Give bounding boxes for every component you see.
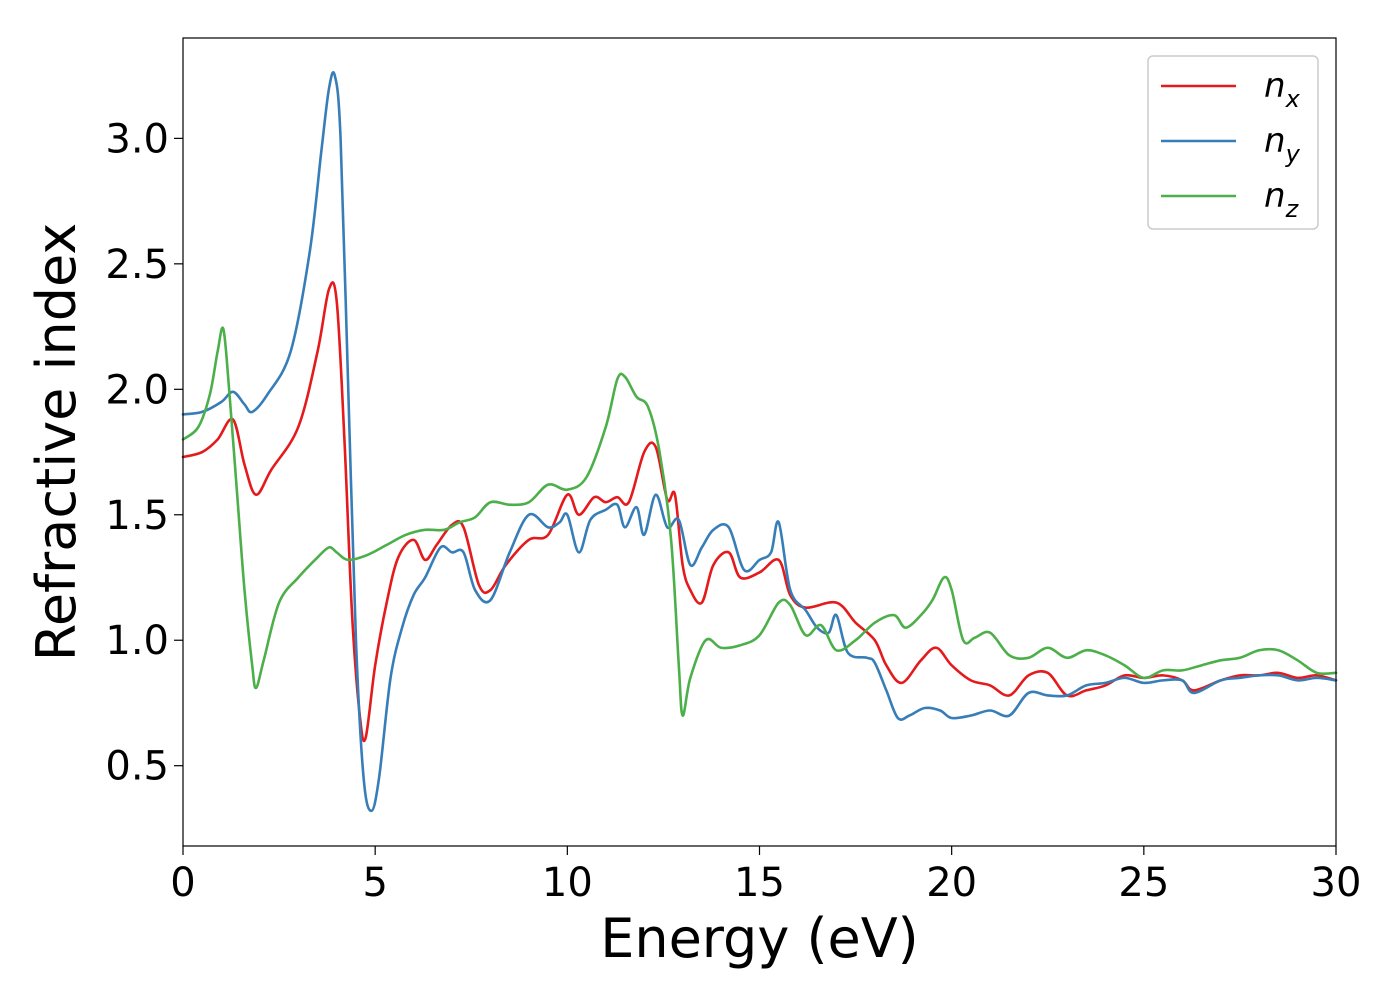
plot-lines: [181, 71, 1338, 813]
x-tick-label: 10: [542, 860, 593, 906]
x-tick-label: 15: [734, 860, 785, 906]
y-tick-label: 1.0: [105, 618, 169, 664]
x-tick-label: 5: [362, 860, 387, 906]
y-tick-label: 0.5: [105, 744, 169, 790]
x-tick-label: 20: [926, 860, 977, 906]
x-axis-ticks: 0 5 10 15 20 25 30: [170, 846, 1361, 906]
x-tick-label: 30: [1311, 860, 1362, 906]
y-tick-label: 3.0: [105, 116, 169, 162]
y-tick-label: 1.5: [105, 493, 169, 539]
series-line-y: [181, 71, 1338, 813]
legend-frame: [1147, 55, 1319, 230]
y-tick-label: 2.5: [105, 242, 169, 288]
x-axis-title: Energy (eV): [600, 907, 919, 970]
x-tick-label: 0: [170, 860, 195, 906]
x-tick-label: 25: [1118, 860, 1169, 906]
series-line-z: [181, 326, 1338, 717]
y-tick-label: 2.0: [105, 367, 169, 413]
y-axis-ticks: 0.5 1.0 1.5 2.0 2.5 3.0: [105, 116, 183, 790]
y-axis-title: Refractive index: [25, 223, 88, 662]
series-line-x: [181, 281, 1338, 743]
